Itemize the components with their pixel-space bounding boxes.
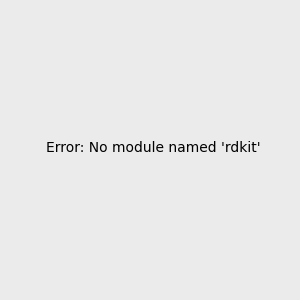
Text: Error: No module named 'rdkit': Error: No module named 'rdkit' xyxy=(46,140,261,154)
